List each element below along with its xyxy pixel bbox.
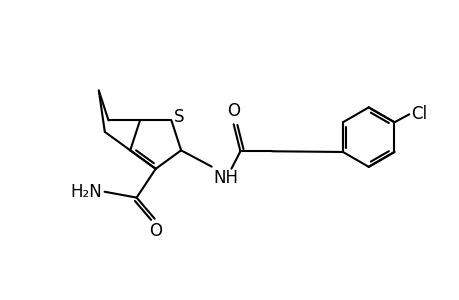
Text: O: O [149, 222, 162, 240]
Text: Cl: Cl [410, 105, 426, 123]
Text: O: O [227, 102, 240, 120]
Text: S: S [173, 109, 184, 127]
Text: H₂N: H₂N [71, 183, 102, 201]
Text: NH: NH [213, 169, 238, 187]
